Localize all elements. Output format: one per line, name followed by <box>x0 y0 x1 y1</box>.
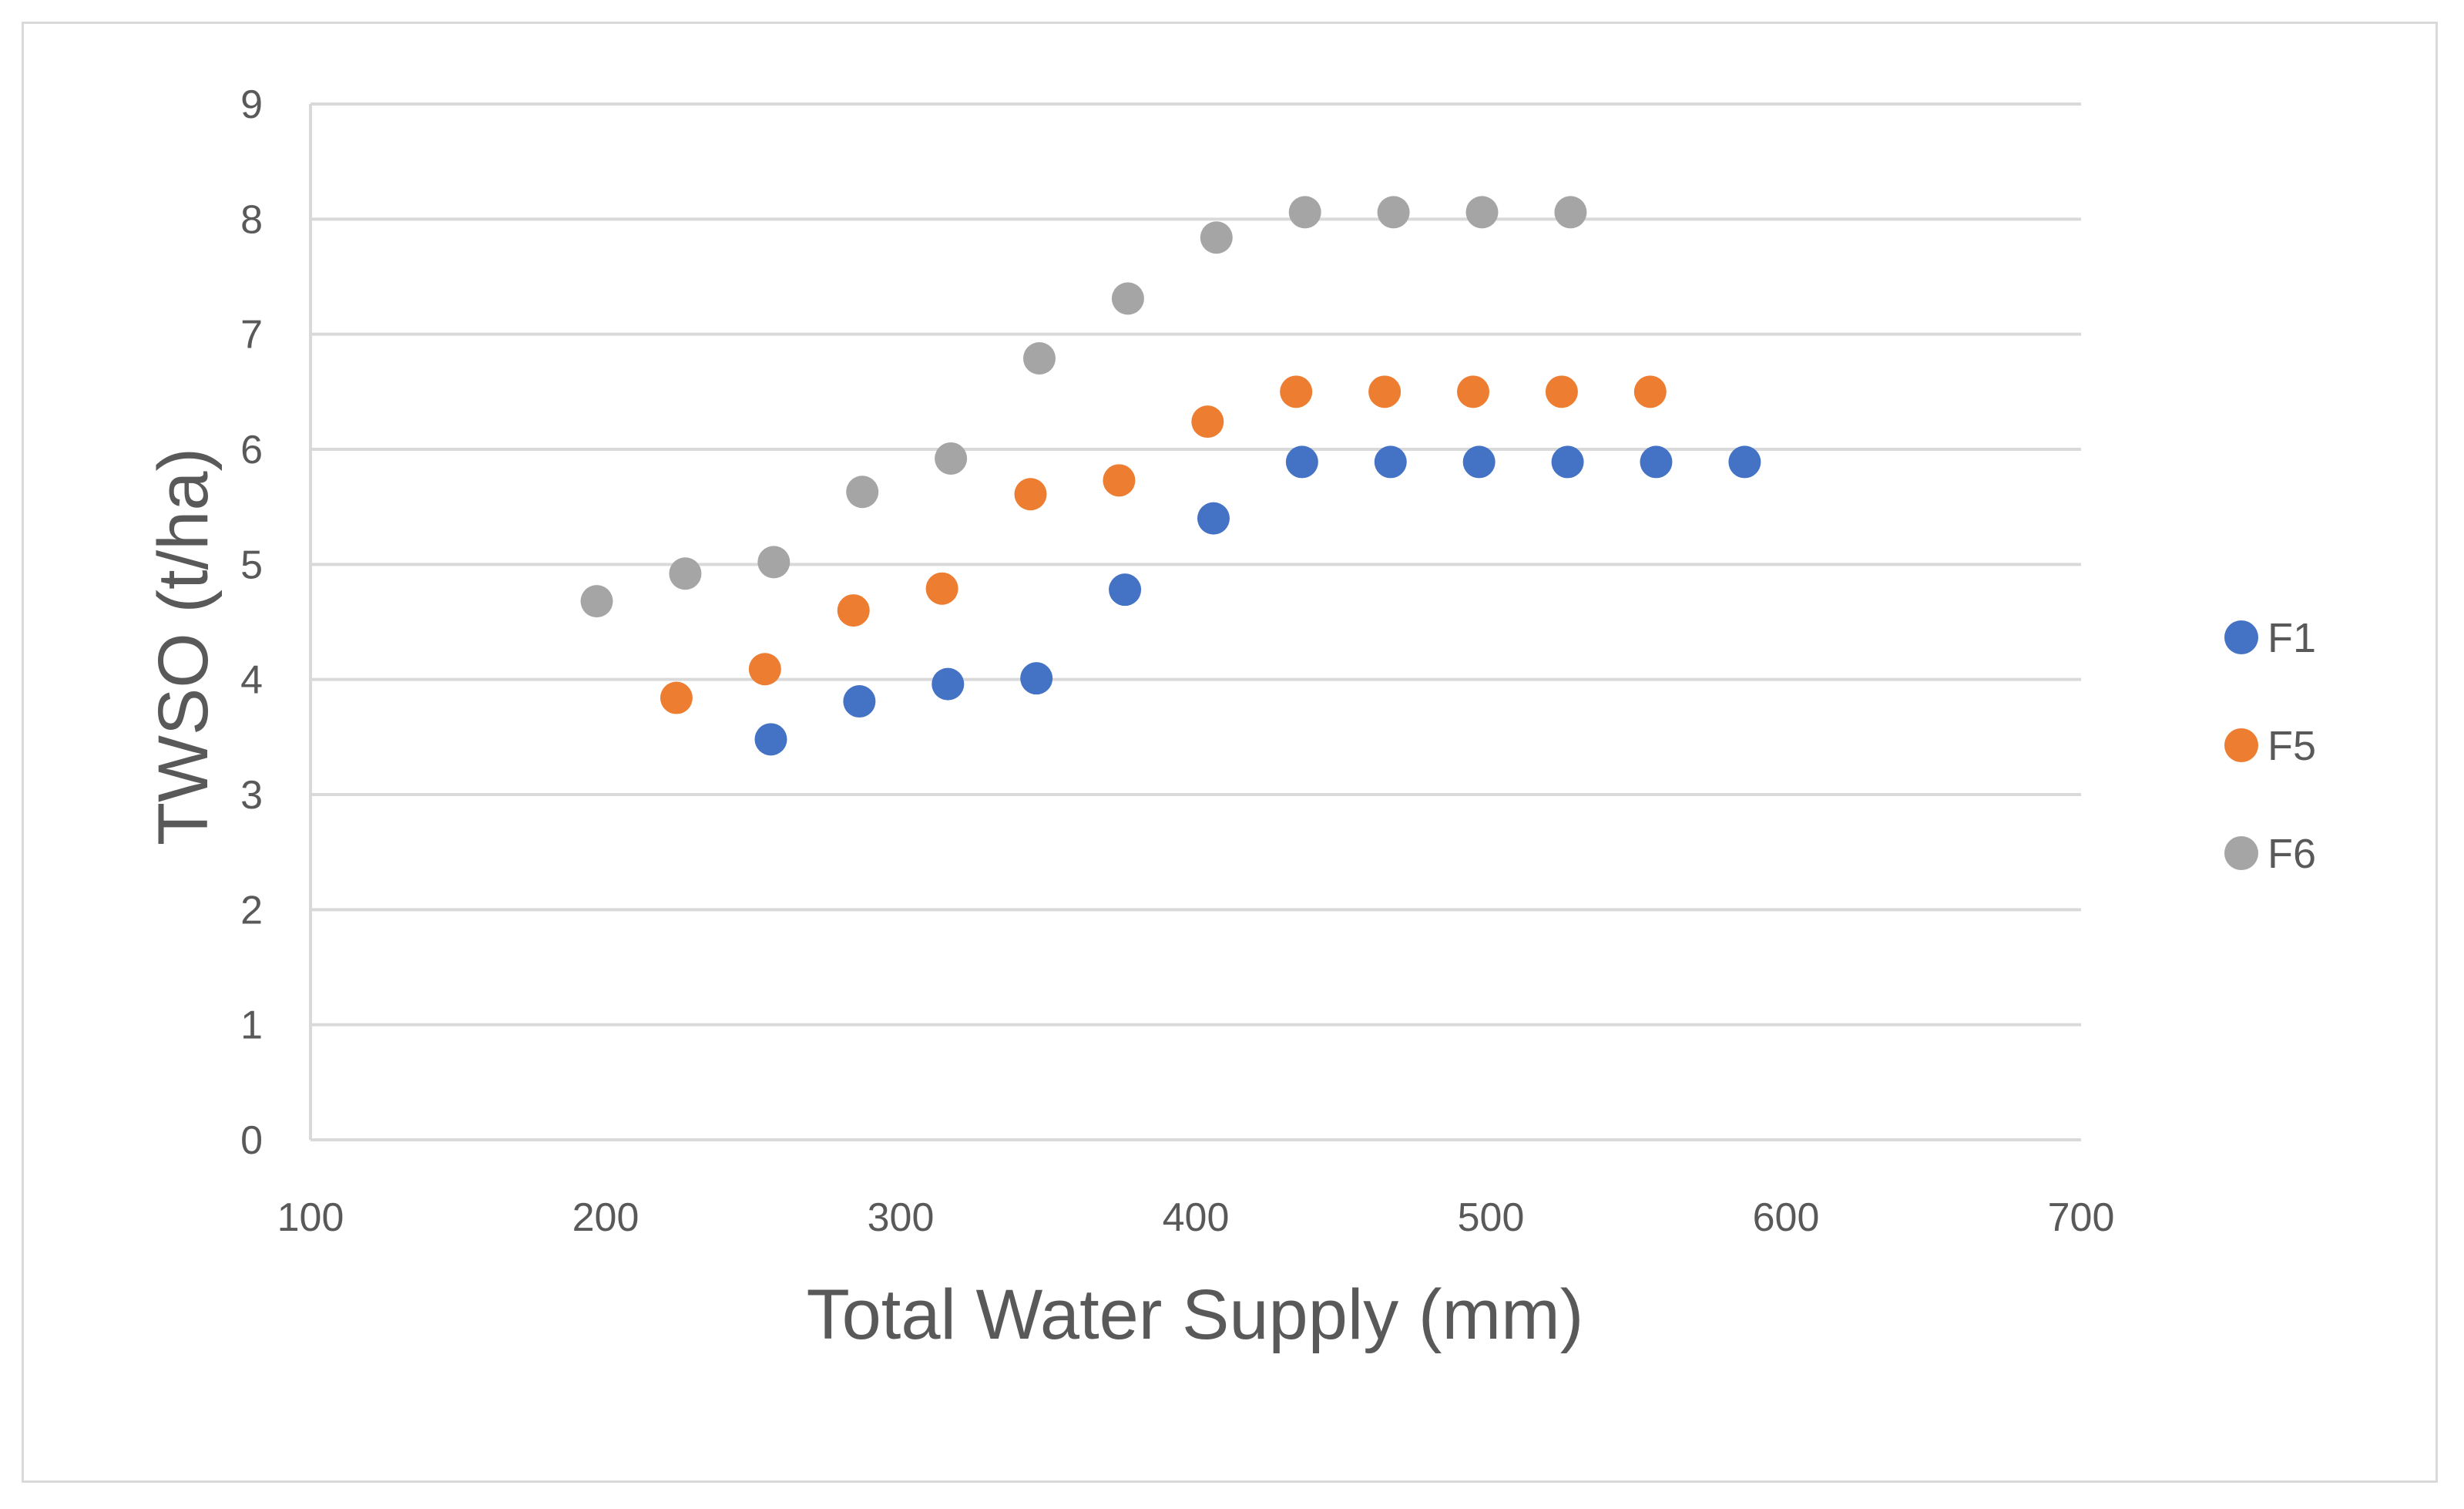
data-point-F5 <box>1633 375 1667 408</box>
axes <box>309 104 2081 1141</box>
series-F6 <box>580 196 1587 618</box>
y-axis-title: TWSO (t/ha) <box>144 448 223 845</box>
data-point-F1 <box>1109 573 1142 607</box>
y-tick-label: 8 <box>240 197 263 242</box>
legend-marker-F5 <box>2224 728 2258 762</box>
scatter-chart: 0 1 2 3 4 5 6 7 8 9 100 200 300 400 500 600 700 Total W… <box>144 82 2316 1354</box>
x-tick-labels: 100 200 300 400 500 600 700 <box>277 1195 2115 1240</box>
x-tick-label: 600 <box>1753 1195 1820 1240</box>
x-tick-label: 200 <box>572 1195 639 1240</box>
x-tick-label: 300 <box>868 1195 935 1240</box>
chart-frame: 0 1 2 3 4 5 6 7 8 9 100 200 300 400 500 600 700 Total W… <box>22 22 2438 1483</box>
data-point-F6 <box>846 476 879 509</box>
data-point-F1 <box>754 723 787 756</box>
legend-marker-F1 <box>2224 620 2258 654</box>
data-point-F6 <box>1465 196 1499 229</box>
data-point-F6 <box>935 442 968 475</box>
y-tick-label: 1 <box>240 1003 263 1048</box>
data-point-F1 <box>1285 445 1318 479</box>
data-point-F6 <box>1554 196 1587 229</box>
data-points <box>580 196 1761 756</box>
data-point-F1 <box>1728 445 1761 479</box>
data-point-F6 <box>757 546 791 579</box>
data-point-F6 <box>1111 282 1144 315</box>
data-point-F6 <box>1288 196 1321 229</box>
x-tick-label: 500 <box>1458 1195 1525 1240</box>
data-point-F6 <box>1023 342 1056 375</box>
y-tick-label: 2 <box>240 888 263 933</box>
series-F1 <box>754 445 1761 756</box>
data-point-F6 <box>669 557 702 590</box>
data-point-F1 <box>1640 445 1673 479</box>
x-axis-title: Total Water Supply (mm) <box>807 1275 1584 1354</box>
legend-label-F5: F5 <box>2268 723 2316 769</box>
data-point-F5 <box>925 572 958 605</box>
legend: F1 F5 F6 <box>2224 615 2316 877</box>
legend-item-F5: F5 <box>2224 723 2316 769</box>
series-F5 <box>660 375 1667 714</box>
y-tick-label: 7 <box>240 313 263 358</box>
data-point-F1 <box>1020 662 1053 695</box>
y-tick-label: 3 <box>240 773 263 818</box>
data-point-F5 <box>1280 375 1313 408</box>
data-point-F5 <box>660 681 693 714</box>
data-point-F5 <box>1103 464 1136 497</box>
legend-item-F6: F6 <box>2224 831 2316 877</box>
data-point-F5 <box>1457 375 1490 408</box>
data-point-F5 <box>1368 375 1402 408</box>
data-point-F5 <box>1545 375 1578 408</box>
gridlines <box>311 103 2081 1027</box>
data-point-F5 <box>1014 478 1047 511</box>
data-point-F1 <box>843 685 876 718</box>
y-tick-label: 0 <box>240 1118 263 1163</box>
data-point-F5 <box>1191 405 1224 439</box>
legend-label-F6: F6 <box>2268 831 2316 877</box>
data-point-F6 <box>1200 221 1233 254</box>
data-point-F1 <box>1462 445 1496 479</box>
y-tick-label: 6 <box>240 428 263 472</box>
x-tick-label: 700 <box>2048 1195 2115 1240</box>
legend-item-F1: F1 <box>2224 615 2316 661</box>
data-point-F1 <box>1374 445 1407 479</box>
data-point-F1 <box>1551 445 1584 479</box>
x-tick-label: 100 <box>277 1195 344 1240</box>
data-point-F1 <box>1197 502 1230 535</box>
y-tick-labels: 0 1 2 3 4 5 6 7 8 9 <box>240 82 263 1163</box>
data-point-F6 <box>1377 196 1410 229</box>
legend-marker-F6 <box>2224 836 2258 870</box>
data-point-F1 <box>932 667 965 701</box>
legend-label-F1: F1 <box>2268 615 2316 661</box>
x-tick-label: 400 <box>1163 1195 1230 1240</box>
data-point-F6 <box>580 585 613 618</box>
y-tick-label: 4 <box>240 658 263 703</box>
y-tick-label: 9 <box>240 82 263 127</box>
y-tick-label: 5 <box>240 543 263 587</box>
data-point-F5 <box>837 594 870 627</box>
data-point-F5 <box>748 653 781 686</box>
